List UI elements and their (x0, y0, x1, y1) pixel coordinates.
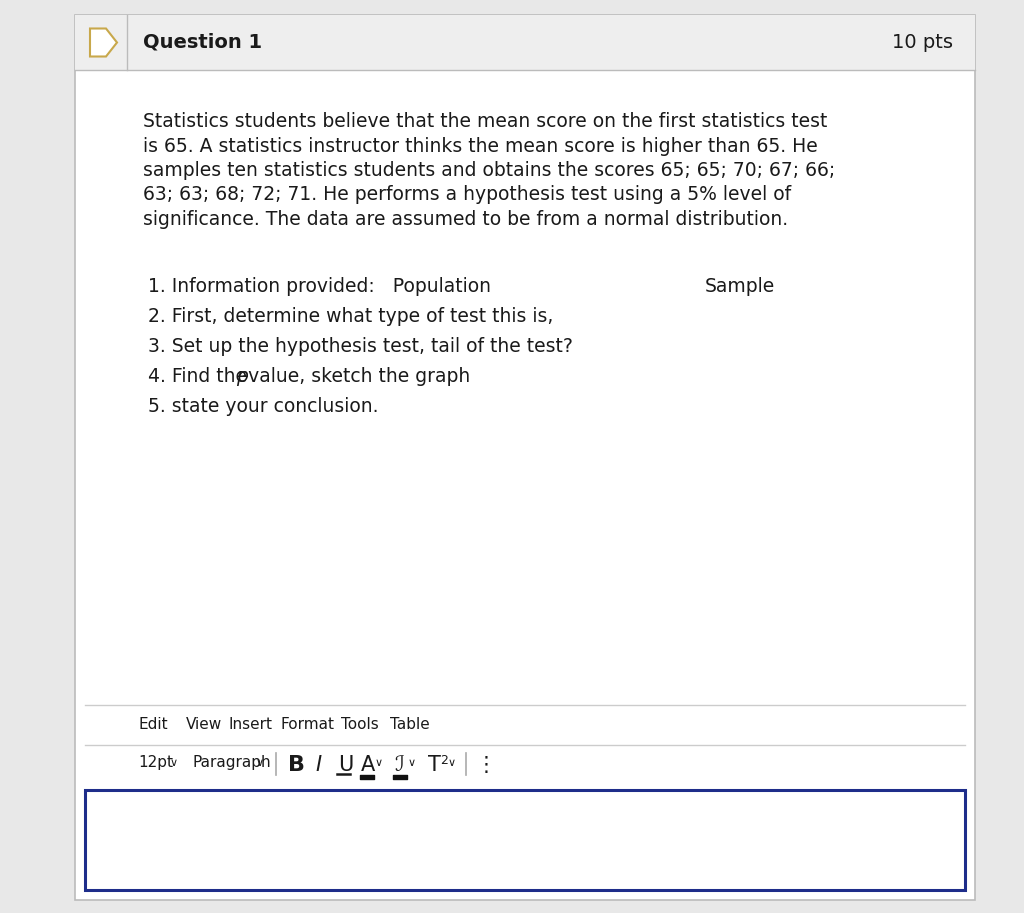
Text: 3. Set up the hypothesis test, tail of the test?: 3. Set up the hypothesis test, tail of t… (148, 337, 572, 355)
Text: significance. The data are assumed to be from a normal distribution.: significance. The data are assumed to be… (143, 210, 788, 229)
Text: 4. Find the: 4. Find the (148, 366, 253, 385)
Text: Table: Table (390, 717, 430, 732)
Text: U: U (338, 755, 353, 775)
Text: Tools: Tools (341, 717, 379, 732)
Text: Question 1: Question 1 (143, 33, 262, 52)
Text: T: T (428, 755, 441, 775)
Text: 2: 2 (440, 754, 447, 767)
Text: 12pt: 12pt (138, 755, 173, 770)
Text: Insert: Insert (228, 717, 272, 732)
Bar (85, 790, 965, 890)
Text: ℐ: ℐ (394, 755, 403, 775)
Text: p: p (237, 366, 248, 385)
Text: ∨: ∨ (256, 758, 264, 768)
Text: -value, sketch the graph: -value, sketch the graph (243, 366, 471, 385)
Polygon shape (90, 28, 117, 57)
Text: 10 pts: 10 pts (892, 33, 953, 52)
Bar (75, 15, 975, 900)
Bar (75, 15, 975, 70)
Text: B: B (288, 755, 305, 775)
Text: 2. First, determine what type of test this is,: 2. First, determine what type of test th… (148, 307, 553, 326)
Text: ∨: ∨ (375, 758, 383, 768)
Text: Paragraph: Paragraph (193, 755, 270, 770)
Text: ∨: ∨ (170, 758, 178, 768)
Text: Edit: Edit (138, 717, 168, 732)
Text: 63; 63; 68; 72; 71. He performs a hypothesis test using a 5% level of: 63; 63; 68; 72; 71. He performs a hypoth… (143, 185, 792, 205)
Text: Format: Format (280, 717, 334, 732)
Text: A: A (361, 755, 375, 775)
Text: samples ten statistics students and obtains the scores 65; 65; 70; 67; 66;: samples ten statistics students and obta… (143, 161, 836, 180)
Text: ∨: ∨ (449, 758, 456, 768)
Text: 5. state your conclusion.: 5. state your conclusion. (148, 396, 379, 415)
Text: ⋮: ⋮ (476, 755, 497, 775)
Text: ∨: ∨ (408, 758, 416, 768)
Text: View: View (186, 717, 222, 732)
Text: Statistics students believe that the mean score on the first statistics test: Statistics students believe that the mea… (143, 112, 827, 131)
Text: 1. Information provided:   Population: 1. Information provided: Population (148, 277, 490, 296)
Text: is 65. A statistics instructor thinks the mean score is higher than 65. He: is 65. A statistics instructor thinks th… (143, 137, 818, 155)
Text: I: I (315, 755, 322, 775)
Text: Sample: Sample (705, 277, 775, 296)
